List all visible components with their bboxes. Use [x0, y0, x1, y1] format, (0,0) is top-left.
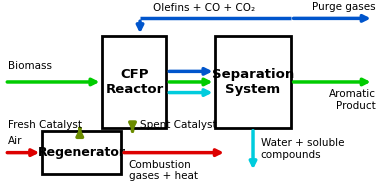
Text: Air: Air: [8, 136, 23, 146]
Text: CFP
Reactor: CFP Reactor: [105, 68, 164, 96]
Bar: [215, 36, 291, 128]
Text: Combustion
gases + heat: Combustion gases + heat: [129, 160, 198, 181]
Bar: [102, 36, 166, 128]
Text: Olefins + CO + CO₂: Olefins + CO + CO₂: [153, 3, 255, 13]
Text: Spent Catalyst: Spent Catalyst: [140, 120, 217, 130]
Text: Aromatic
Product: Aromatic Product: [328, 89, 375, 111]
Text: Water + soluble
compounds: Water + soluble compounds: [260, 138, 344, 160]
Text: Biomass: Biomass: [8, 61, 52, 71]
Bar: [42, 132, 121, 174]
Text: Purge gases: Purge gases: [312, 2, 375, 12]
Text: Fresh Catalyst: Fresh Catalyst: [8, 120, 82, 130]
Text: Regenerator: Regenerator: [38, 146, 125, 159]
Text: Separation
System: Separation System: [212, 68, 294, 96]
